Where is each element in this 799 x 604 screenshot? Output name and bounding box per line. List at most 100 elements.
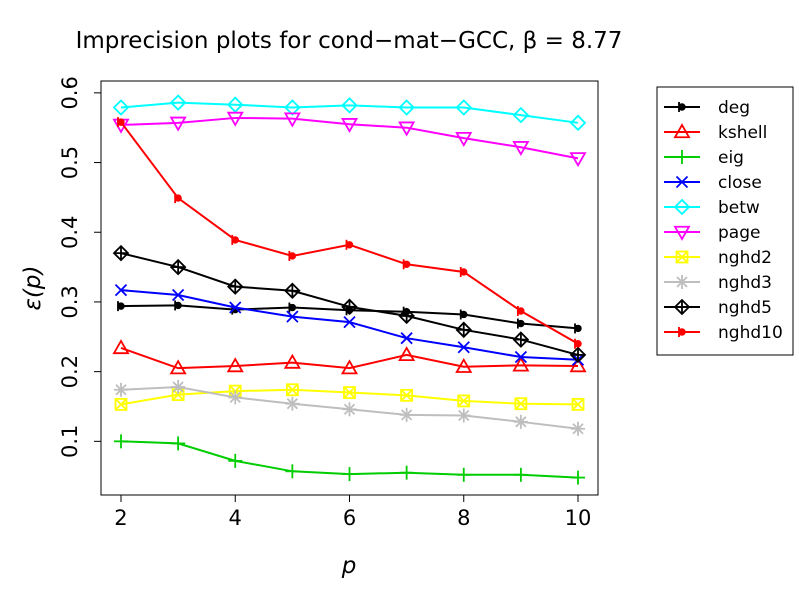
legend-marker <box>673 198 691 216</box>
data-point-betw <box>569 114 587 132</box>
legend-item-deg: deg <box>664 98 750 118</box>
data-point-close <box>343 316 356 329</box>
data-point-nghd5 <box>455 321 473 339</box>
series-layer <box>112 94 587 485</box>
data-point-nghd10 <box>459 266 468 277</box>
data-point-nghd10 <box>345 239 354 250</box>
x-tick-label: 4 <box>229 506 242 530</box>
x-axis-label: p <box>341 553 357 579</box>
series-nghd10 <box>117 117 582 349</box>
data-point-deg <box>516 318 525 329</box>
legend-marker <box>673 225 691 241</box>
data-point-deg <box>288 302 297 313</box>
legend-label: eig <box>718 148 744 168</box>
data-point-deg <box>117 301 125 312</box>
chart-title: Imprecision plots for cond−mat−GCC, β = … <box>76 28 623 54</box>
data-point-eig <box>285 464 300 479</box>
legend-label: kshell <box>718 123 767 143</box>
data-point-close <box>229 301 242 314</box>
legend-item-eig: eig <box>664 148 744 168</box>
data-point-betw <box>112 99 130 116</box>
data-point-page <box>169 116 187 132</box>
data-point-nghd3 <box>113 382 128 397</box>
data-point-page <box>569 152 587 168</box>
data-point-eig <box>228 453 243 468</box>
plot-frame <box>100 80 599 496</box>
data-point-nghd3 <box>513 414 528 429</box>
legend-marker <box>678 327 686 337</box>
data-point-kshell <box>512 356 530 372</box>
legend-label: betw <box>718 198 760 218</box>
legend-item-betw: betw <box>664 198 760 218</box>
data-point-betw <box>169 94 187 111</box>
data-point-nghd10 <box>288 250 297 261</box>
legend-label: nghd3 <box>718 273 772 293</box>
series-line-betw <box>120 101 579 124</box>
x-tick-label: 6 <box>343 506 356 530</box>
series-page <box>112 111 587 168</box>
data-point-page <box>398 121 416 137</box>
axes: 2 4 6 8 10 0.1 0.2 0.3 0.4 0.5 0.6 <box>58 76 591 530</box>
legend-label: deg <box>718 98 750 118</box>
legend-item-kshell: kshell <box>664 123 767 143</box>
legend-label: close <box>718 173 762 193</box>
data-point-nghd5 <box>284 282 301 300</box>
y-tick-label: 0.5 <box>58 146 82 179</box>
data-point-kshell <box>226 357 244 373</box>
data-point-close <box>286 310 299 323</box>
data-point-kshell <box>340 359 359 375</box>
data-point-page <box>512 141 530 157</box>
data-point-nghd5 <box>169 258 187 276</box>
legend-label: nghd10 <box>718 323 783 343</box>
data-point-nghd10 <box>174 193 182 204</box>
data-point-betw <box>398 99 415 116</box>
data-point-nghd2 <box>343 386 356 399</box>
series-nghd2 <box>114 383 585 411</box>
data-point-close <box>514 350 528 364</box>
legend-item-nghd5: nghd5 <box>664 298 772 318</box>
data-point-eig <box>399 465 414 480</box>
data-point-kshell <box>169 359 187 375</box>
legend-item-close: close <box>664 173 762 193</box>
data-point-nghd5 <box>341 298 358 316</box>
x-tick-label: 8 <box>457 506 470 530</box>
data-point-nghd5 <box>398 307 415 325</box>
data-point-eig <box>456 467 471 482</box>
data-point-nghd5 <box>569 346 587 364</box>
legend-item-page: page <box>664 223 760 243</box>
data-point-eig <box>571 470 586 485</box>
legend-label: page <box>718 223 760 243</box>
data-point-close <box>171 288 185 302</box>
data-point-kshell <box>283 353 301 369</box>
data-point-kshell <box>455 357 473 373</box>
data-point-nghd3 <box>399 407 414 422</box>
data-point-eig <box>342 467 357 482</box>
legend-marker <box>675 175 689 189</box>
data-point-betw <box>284 99 301 116</box>
legend-marker <box>675 150 689 164</box>
data-point-nghd2 <box>285 383 299 397</box>
data-point-nghd5 <box>112 244 130 262</box>
y-tick-label: 0.6 <box>58 76 82 109</box>
data-point-eig <box>513 467 528 482</box>
legend-item-nghd3: nghd3 <box>664 273 772 293</box>
data-point-nghd10 <box>231 234 239 245</box>
legend-item-nghd10: nghd10 <box>664 323 783 343</box>
data-point-page <box>283 112 301 128</box>
y-tick-label: 0.4 <box>58 216 82 249</box>
data-point-kshell <box>569 357 587 373</box>
data-point-nghd2 <box>571 397 585 411</box>
series-close <box>114 283 585 366</box>
data-point-page <box>226 111 244 127</box>
x-tick-label: 10 <box>565 506 592 530</box>
data-point-betw <box>226 96 244 113</box>
data-point-nghd3 <box>342 402 357 417</box>
data-point-close <box>114 283 128 297</box>
data-point-deg <box>574 323 582 334</box>
x-tick-label: 2 <box>114 506 127 530</box>
data-point-nghd5 <box>512 331 530 348</box>
legend-label: nghd5 <box>718 298 772 318</box>
data-point-nghd5 <box>226 278 244 295</box>
data-point-betw <box>512 106 530 124</box>
